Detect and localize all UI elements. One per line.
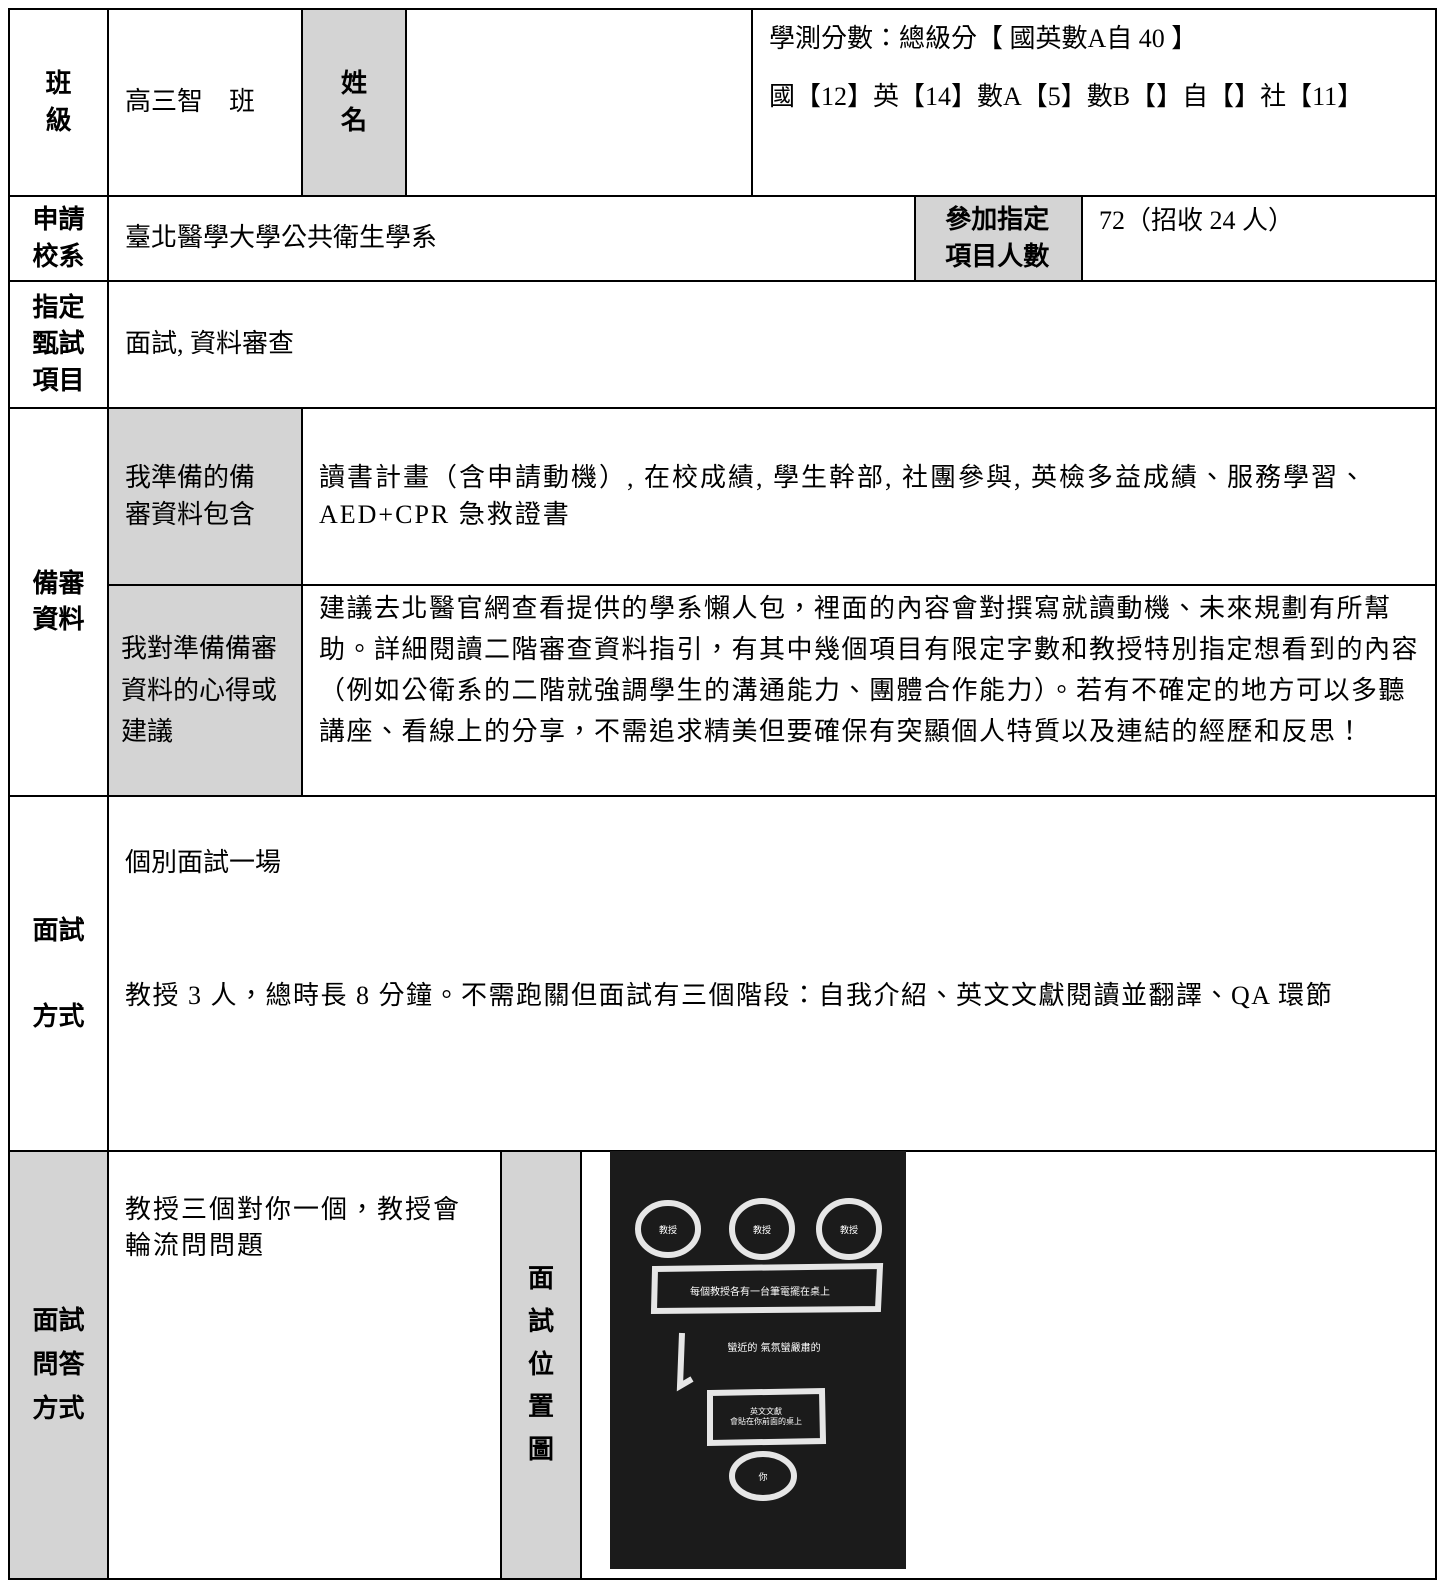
- prepared-label: 我準備的備審資料包含: [125, 463, 256, 529]
- diagram-label: 英文文獻: [750, 1406, 782, 1416]
- prepared-value: 讀書計畫（含申請動機）, 在校成績, 學生幹部, 社團參與, 英檢多益成績、服務…: [319, 463, 1368, 529]
- professor-seat: [729, 1198, 795, 1260]
- name-value-cell: [405, 8, 753, 197]
- desk: [650, 1262, 884, 1315]
- score-line: 國【12】英【14】數A【5】數B【】自【】社【11】: [769, 82, 1364, 111]
- diagram-background: [610, 1151, 906, 1569]
- seating-diagram: 教授 教授 教授 每個教授各有一台筆電擺在桌上 蠻近的 氣氛蠻嚴肅的 英文文獻 …: [610, 1151, 906, 1569]
- qa-value: 教授三個對你一個，教授會輪流問問題: [125, 1195, 462, 1261]
- diagram-label: 蠻近的 氣氛蠻嚴肅的: [727, 1341, 820, 1354]
- diagram-label: 教授: [840, 1224, 858, 1236]
- exam-value: 面試, 資料審查: [125, 329, 295, 359]
- desk: [707, 1387, 827, 1447]
- qa-value-cell: 教授三個對你一個，教授會輪流問問題: [107, 1150, 502, 1580]
- diagram-label: 會貼在你前面的桌上: [730, 1416, 802, 1426]
- name-label-cell: 姓名: [301, 8, 407, 197]
- class-label: 班級: [45, 69, 72, 135]
- diagram-shapes: [635, 1198, 884, 1501]
- interview-line: 教授 3 人，總時長 8 分鐘。不需跑關但面試有三個階段：自我介紹、英文文獻閱讀…: [125, 981, 1334, 1011]
- diagram-label: 教授: [753, 1224, 771, 1236]
- prepared-label-cell: 我準備的備審資料包含: [107, 407, 303, 586]
- exam-label: 指定甄試項目: [32, 292, 85, 395]
- exam-label-cell: 指定甄試項目: [8, 280, 109, 409]
- application-label-cell: 申請校系: [8, 195, 109, 282]
- count-label: 參加指定項目人數: [945, 205, 1050, 271]
- diagram-label: 你: [758, 1471, 767, 1483]
- arrow: [676, 1332, 694, 1392]
- interview-label: 面試方式: [32, 915, 85, 1031]
- advice-label-cell: 我對準備備審資料的心得或建議: [107, 584, 303, 797]
- advice-value-cell: 建議去北醫官網查看提供的學系懶人包，裡面的內容會對撰寫就讀動機、未來規劃有所幫助…: [301, 584, 1437, 797]
- professor-seat: [816, 1198, 882, 1260]
- name-label: 姓名: [340, 69, 367, 135]
- count-value: 72（招收 24 人）: [1099, 206, 1295, 235]
- qa-label: 面試問答方式: [32, 1305, 85, 1424]
- professor-seat: [635, 1200, 701, 1258]
- advice-value: 建議去北醫官網查看提供的學系懶人包，裡面的內容會對撰寫就讀動機、未來規劃有所幫助…: [319, 594, 1420, 746]
- student-seat: [729, 1451, 797, 1501]
- exam-value-cell: 面試, 資料審查: [107, 280, 1437, 409]
- map-label-cell: 面試位置圖: [500, 1150, 582, 1580]
- prepared-value-cell: 讀書計畫（含申請動機）, 在校成績, 學生幹部, 社團參與, 英檢多益成績、服務…: [301, 407, 1437, 586]
- class-value: 高三智 班: [125, 87, 256, 117]
- qa-label-cell: 面試問答方式: [8, 1150, 109, 1580]
- map-label: 面試位置圖: [527, 1263, 554, 1465]
- diagram-label: 教授: [659, 1224, 677, 1236]
- diagram-label: 每個教授各有一台筆電擺在桌上: [690, 1285, 830, 1298]
- interview-line: 個別面試一場: [125, 848, 282, 877]
- class-value-cell: 高三智 班: [107, 8, 303, 197]
- interview-label-cell: 面試方式: [8, 795, 109, 1152]
- score-cell: 學測分數：總級分【 國英數A自 40 】 國【12】英【14】數A【5】數B【】…: [751, 8, 1437, 197]
- portfolio-label-cell: 備審資料: [8, 407, 109, 797]
- application-value: 臺北醫學大學公共衛生學系: [125, 223, 438, 253]
- application-label: 申請校系: [32, 205, 85, 271]
- count-label-cell: 參加指定項目人數: [914, 195, 1083, 282]
- interview-value-cell: 個別面試一場 教授 3 人，總時長 8 分鐘。不需跑關但面試有三個階段：自我介紹…: [107, 795, 1437, 1152]
- class-label-cell: 班級: [8, 8, 109, 197]
- advice-label: 我對準備備審資料的心得或建議: [121, 634, 278, 747]
- portfolio-label: 備審資料: [32, 568, 85, 634]
- count-value-cell: 72（招收 24 人）: [1081, 195, 1437, 282]
- application-value-cell: 臺北醫學大學公共衛生學系: [107, 195, 916, 282]
- score-line: 學測分數：總級分【 國英數A自 40 】: [769, 24, 1198, 53]
